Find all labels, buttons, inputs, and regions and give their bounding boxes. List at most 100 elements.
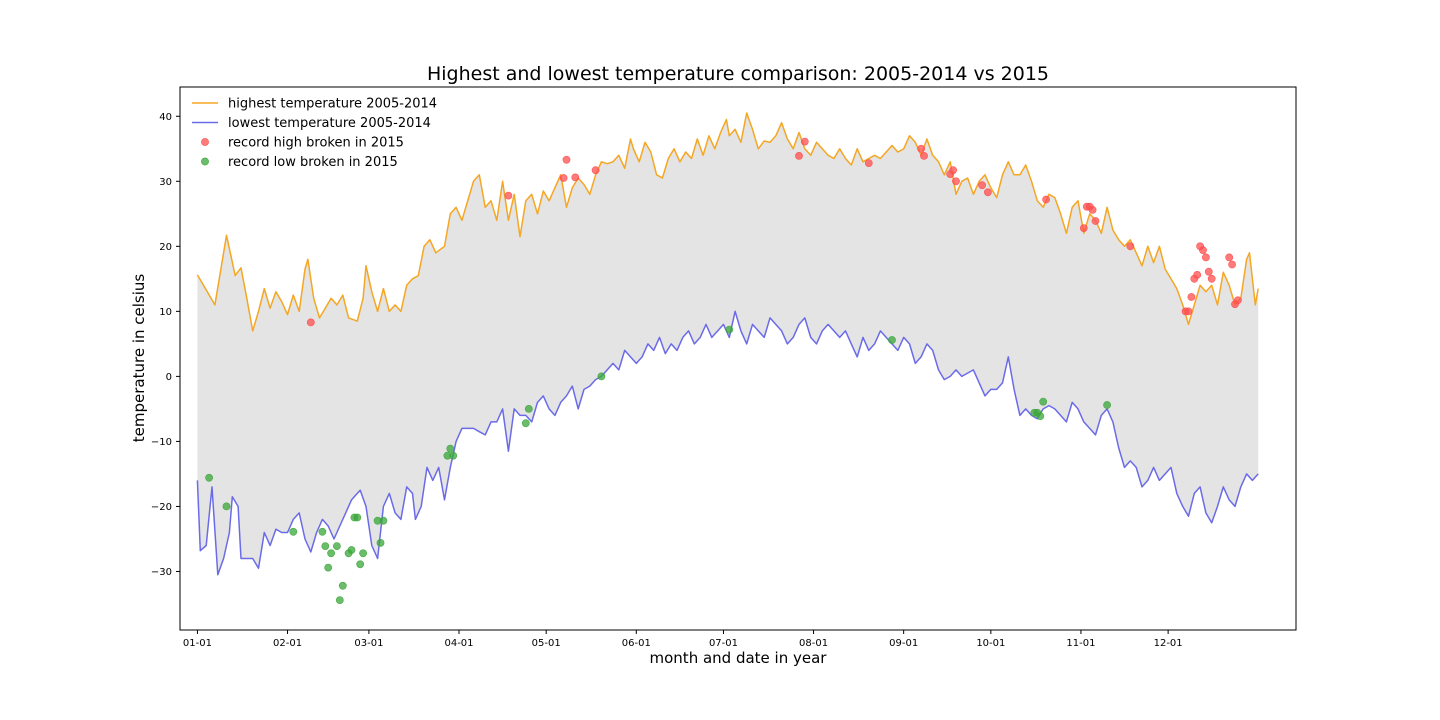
- legend-dot-swatch: [201, 157, 209, 166]
- record-high-point: [952, 177, 960, 186]
- record-high-point: [306, 318, 315, 327]
- record-high-point: [1199, 246, 1207, 255]
- record-low-point: [356, 560, 365, 569]
- fill-between-band: [197, 113, 1259, 575]
- series-lines-layer: [196, 112, 1259, 576]
- record-low-point: [1103, 401, 1111, 409]
- record-low-point: [888, 336, 896, 344]
- legend-label: highest temperature 2005-2014: [228, 97, 437, 112]
- x-axis-label: month and date in year: [650, 649, 828, 667]
- record-high-point: [504, 191, 513, 200]
- chart-title: Highest and lowest temperature compariso…: [427, 63, 1049, 85]
- record-high-point: [1193, 270, 1202, 279]
- x-axis-ticks: 01-01 02-01 03-01 04-01 05-01 06-01 07-01 08-01…: [183, 630, 1183, 649]
- y-tick-label: 10: [159, 307, 172, 318]
- record-low-point: [353, 513, 362, 522]
- x-tick-label: 07-01: [709, 638, 738, 649]
- y-tick-label: 40: [159, 112, 172, 123]
- y-tick-label: 0: [166, 372, 172, 383]
- y-tick-label: −30: [151, 567, 172, 578]
- record-high-point: [920, 151, 928, 160]
- record-low-point: [524, 404, 533, 413]
- record-high-point: [562, 155, 571, 164]
- record-high-point: [800, 137, 809, 146]
- lowest-temperature-line: [196, 310, 1259, 576]
- legend-entry: record high broken in 2015: [201, 136, 404, 151]
- record-high-point: [949, 166, 957, 175]
- record-low-point: [321, 542, 330, 550]
- record-low-point: [1036, 412, 1045, 420]
- record-low-point: [338, 581, 347, 590]
- plot-frame: [179, 86, 1297, 631]
- record-low-point: [379, 516, 388, 525]
- y-tick-label: −10: [151, 437, 172, 448]
- record-low-point: [446, 444, 455, 453]
- record-high-point: [1187, 293, 1196, 301]
- record-high-point: [1234, 296, 1242, 305]
- record-high-point: [1202, 253, 1210, 262]
- x-tick-label: 02-01: [273, 638, 302, 649]
- record-high-point: [978, 181, 986, 190]
- record-low-point: [347, 546, 356, 554]
- record-low-point: [597, 372, 606, 381]
- record-low-point: [335, 596, 344, 604]
- record-high-point: [1184, 307, 1193, 316]
- x-tick-label: 06-01: [622, 638, 651, 649]
- record-low-point: [205, 473, 213, 482]
- record-low-point: [327, 549, 335, 558]
- y-tick-label: 20: [159, 242, 172, 253]
- record-high-point: [591, 166, 600, 175]
- y-tick-label: 30: [159, 177, 172, 188]
- x-tick-label: 04-01: [444, 638, 473, 649]
- record-high-point: [1088, 205, 1097, 214]
- legend-entry: lowest temperature 2005-2014: [192, 116, 431, 131]
- x-tick-label: 09-01: [889, 638, 918, 649]
- fill-between-layer: [197, 113, 1259, 575]
- x-tick-label: 10-01: [976, 638, 1005, 649]
- x-tick-label: 08-01: [799, 638, 828, 649]
- record-points-layer: [205, 137, 1242, 604]
- legend-entry: record low broken in 2015: [201, 155, 398, 170]
- record-high-point: [571, 173, 580, 182]
- record-high-point: [1207, 274, 1216, 283]
- legend-label: record low broken in 2015: [228, 155, 398, 170]
- highest-temperature-line: [196, 112, 1259, 332]
- x-tick-label: 03-01: [354, 638, 383, 649]
- y-axis-label: temperature in celsius: [130, 274, 148, 443]
- x-tick-label: 05-01: [532, 638, 561, 649]
- record-low-point: [359, 549, 367, 558]
- record-high-point: [795, 151, 803, 160]
- record-low-point: [318, 527, 327, 536]
- record-high-point: [559, 174, 568, 182]
- record-high-point: [1225, 253, 1234, 262]
- legend-label: lowest temperature 2005-2014: [228, 116, 431, 131]
- record-high-point: [864, 159, 873, 167]
- y-tick-label: −20: [151, 502, 172, 513]
- legend-label: record high broken in 2015: [228, 136, 404, 151]
- record-low-point: [449, 451, 458, 460]
- record-low-point: [332, 542, 341, 550]
- x-tick-label: 11-01: [1066, 638, 1095, 649]
- record-low-point: [376, 539, 385, 547]
- legend: highest temperature 2005-2014 lowest temp…: [192, 97, 437, 170]
- record-low-point: [521, 419, 530, 428]
- record-high-point: [1126, 242, 1135, 251]
- record-high-point: [1042, 195, 1050, 204]
- legend-entry: highest temperature 2005-2014: [192, 97, 437, 112]
- record-low-point: [324, 563, 333, 572]
- record-low-point: [725, 325, 734, 334]
- record-high-point: [984, 188, 992, 197]
- record-high-point: [1228, 260, 1236, 269]
- record-low-point: [1039, 397, 1048, 406]
- record-low-point: [222, 502, 231, 511]
- y-axis-ticks: −30 −20 −10 0 10 20 30 40: [151, 112, 180, 578]
- record-high-point: [1079, 224, 1088, 232]
- x-tick-label: 01-01: [183, 638, 212, 649]
- record-low-point: [289, 527, 298, 536]
- record-high-point: [1091, 217, 1100, 225]
- legend-dot-swatch: [201, 138, 209, 146]
- x-tick-label: 12-01: [1154, 638, 1183, 649]
- record-high-point: [917, 144, 925, 153]
